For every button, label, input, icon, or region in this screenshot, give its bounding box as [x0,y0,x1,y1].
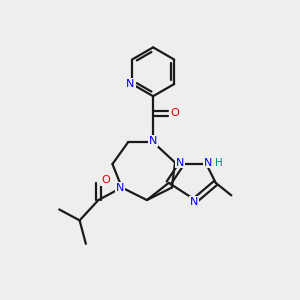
Text: O: O [101,175,110,185]
Text: O: O [170,108,179,118]
Text: N: N [126,79,135,89]
Text: N: N [190,196,198,207]
Text: H: H [215,158,223,167]
Text: N: N [176,158,184,167]
Text: N: N [116,182,124,193]
Text: N: N [204,158,212,167]
Text: N: N [149,136,157,146]
